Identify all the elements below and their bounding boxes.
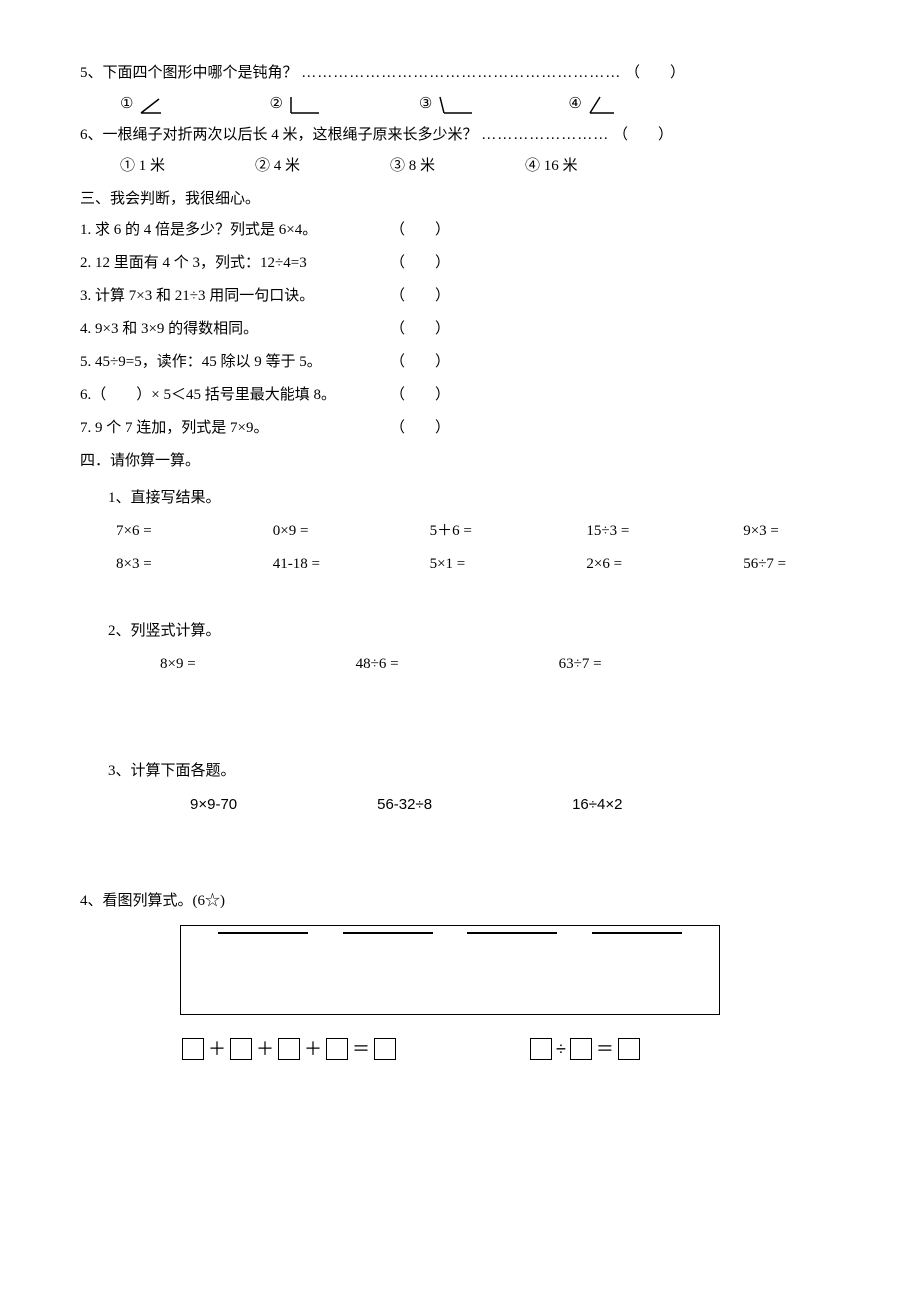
box-icon [326,1038,348,1060]
figure-box [180,925,720,1015]
q6-text: 6、一根绳子对折两次以后长 4 米，这根绳子原来长多少米？ [80,127,478,143]
segment-3 [467,932,557,934]
q6-choice-3: ③ 8 米 [390,153,435,180]
judge-text-3: 3. 计算 7×3 和 21÷3 用同一句口诀。 [80,283,390,310]
equation-2: ÷ ＝ [528,1033,642,1065]
op-equals-1: ＝ [352,1033,370,1065]
calc1-2-1: 8×3 = [116,551,213,578]
calc3-3: 16÷4×2 [572,791,622,818]
section-3-title: 三、我会判断，我很细心。 [80,186,840,213]
q5-dots: …………………………………………………… [301,65,621,81]
q5-choice-2: ② [269,91,328,118]
calc1-1-5: 9×3 = [743,518,840,545]
judge-paren-4: （ ） [390,316,450,343]
judge-paren-3: （ ） [390,283,450,310]
box-icon [530,1038,552,1060]
calc1-2-2: 41-18 = [273,551,370,578]
q5-choice-1: ① [120,91,179,118]
q5-choice-label-1: ① [120,91,133,118]
question-5: 5、下面四个图形中哪个是钝角？ …………………………………………………… （ ） [80,60,840,87]
op-plus-1: ＋ [208,1033,226,1065]
angle-icon-1 [139,95,179,115]
calc1-1-1: 7×6 = [116,518,213,545]
sub1-title: 1、直接写结果。 [80,485,840,512]
calc3-2: 56-32÷8 [377,791,432,818]
q5-choices: ① ② ③ ④ [80,91,840,118]
box-icon [374,1038,396,1060]
op-plus-3: ＋ [304,1033,322,1065]
judge-text-2: 2. 12 里面有 4 个 3，列式：12÷4=3 [80,250,390,277]
judge-text-7: 7. 9 个 7 连加，列式是 7×9。 [80,415,390,442]
calc3-1: 9×9-70 [190,791,237,818]
calc2-3: 63÷7 = [559,651,602,678]
judge-paren-1: （ ） [390,217,450,244]
q6-choice-4: ④ 16 米 [525,153,578,180]
op-plus-2: ＋ [256,1033,274,1065]
calc1-1-3: 5＋6 = [430,518,527,545]
equation-row: ＋ ＋ ＋ ＝ ÷ ＝ [80,1033,840,1065]
calc2-2: 48÷6 = [356,651,399,678]
judge-row-5: 5. 45÷9=5，读作：45 除以 9 等于 5。（ ） [80,349,840,376]
box-icon [278,1038,300,1060]
judge-row-1: 1. 求 6 的 4 倍是多少？列式是 6×4。（ ） [80,217,840,244]
q5-choice-label-2: ② [269,91,282,118]
judge-list: 1. 求 6 的 4 倍是多少？列式是 6×4。（ ） 2. 12 里面有 4 … [80,217,840,442]
equation-1: ＋ ＋ ＋ ＝ [180,1033,398,1065]
judge-text-1: 1. 求 6 的 4 倍是多少？列式是 6×4。 [80,217,390,244]
judge-row-3: 3. 计算 7×3 和 21÷3 用同一句口诀。（ ） [80,283,840,310]
section-4-title: 四．请你算一算。 [80,448,840,475]
judge-paren-5: （ ） [390,349,450,376]
q6-choice-1: ① 1 米 [120,153,165,180]
judge-text-4: 4. 9×3 和 3×9 的得数相同。 [80,316,390,343]
q6-choices: ① 1 米 ② 4 米 ③ 8 米 ④ 16 米 [80,153,840,180]
q5-choice-4: ④ [568,91,627,118]
box-icon [182,1038,204,1060]
judge-paren-6: （ ） [390,382,450,409]
q5-paren: （ ） [625,65,685,81]
judge-row-4: 4. 9×3 和 3×9 的得数相同。（ ） [80,316,840,343]
calc1-row-1: 7×6 = 0×9 = 5＋6 = 15÷3 = 9×3 = [80,518,840,545]
judge-row-7: 7. 9 个 7 连加，列式是 7×9。（ ） [80,415,840,442]
calc3-row: 9×9-70 56-32÷8 16÷4×2 [80,791,840,818]
calc1-1-2: 0×9 = [273,518,370,545]
calc1-2-5: 56÷7 = [743,551,840,578]
judge-paren-7: （ ） [390,415,450,442]
judge-row-6: 6.（ ）× 5＜45 括号里最大能填 8。（ ） [80,382,840,409]
q5-choice-label-3: ③ [419,91,432,118]
box-icon [618,1038,640,1060]
calc1-2-3: 5×1 = [430,551,527,578]
calc1-row-2: 8×3 = 41-18 = 5×1 = 2×6 = 56÷7 = [80,551,840,578]
calc2-row: 8×9 = 48÷6 = 63÷7 = [80,651,840,678]
calc1-1-4: 15÷3 = [586,518,683,545]
q5-choice-label-4: ④ [568,91,581,118]
sub3-title: 3、计算下面各题。 [80,758,840,785]
sub2-title: 2、列竖式计算。 [80,618,840,645]
judge-row-2: 2. 12 里面有 4 个 3，列式：12÷4=3（ ） [80,250,840,277]
judge-text-6: 6.（ ）× 5＜45 括号里最大能填 8。 [80,382,390,409]
q6-paren: （ ） [613,127,673,143]
angle-icon-4 [588,95,628,115]
box-icon [230,1038,252,1060]
question-6: 6、一根绳子对折两次以后长 4 米，这根绳子原来长多少米？ …………………… （… [80,122,840,149]
calc2-1: 8×9 = [160,651,196,678]
segment-2 [343,932,433,934]
q6-choice-2: ② 4 米 [255,153,300,180]
op-divide: ÷ [556,1033,566,1065]
sub4-title: 4、看图列算式。(6☆) [80,888,840,915]
judge-text-5: 5. 45÷9=5，读作：45 除以 9 等于 5。 [80,349,390,376]
angle-icon-3 [438,95,478,115]
q6-dots: …………………… [481,127,609,143]
op-equals-2: ＝ [596,1033,614,1065]
calc1-2-4: 2×6 = [586,551,683,578]
q5-choice-3: ③ [419,91,478,118]
box-icon [570,1038,592,1060]
judge-paren-2: （ ） [390,250,450,277]
angle-icon-2 [289,95,329,115]
q5-text: 5、下面四个图形中哪个是钝角？ [80,65,298,81]
segment-1 [218,932,308,934]
segment-4 [592,932,682,934]
